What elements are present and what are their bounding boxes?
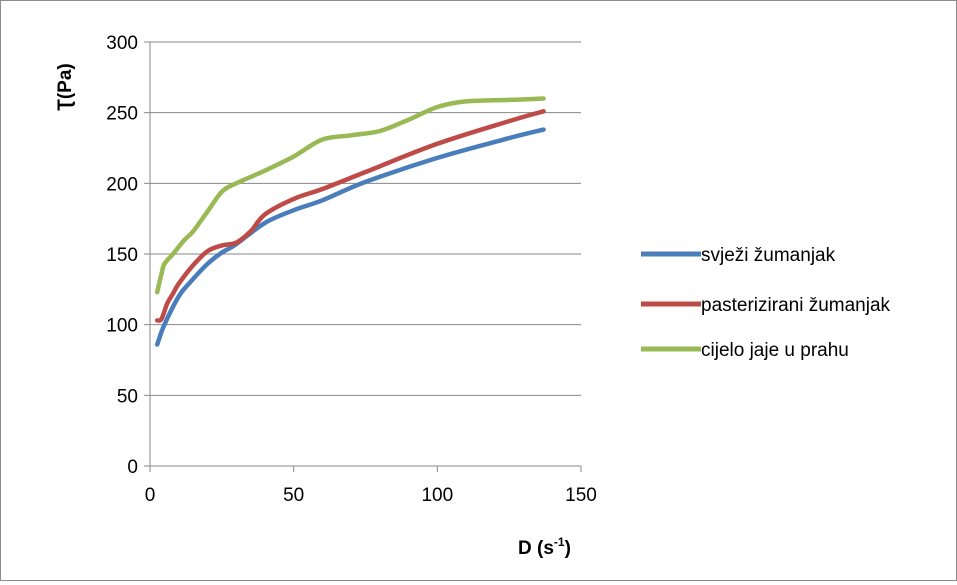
x-axis-title-main: D (s [518,538,554,559]
x-tick-label: 0 [145,485,156,506]
series-lines [154,96,546,347]
y-tick-label: 250 [106,104,138,125]
gridlines [150,41,581,396]
axes: 0 50 100 150 200 250 300 0 50 100 150 [106,33,597,506]
legend-label-1: svježi žumanjak [701,245,836,266]
y-tick-label: 100 [106,316,138,337]
series-line-1 [154,127,546,347]
x-tick-label: 150 [565,485,597,506]
y-tick-label: 0 [127,457,138,478]
series-line-2 [154,109,546,323]
legend-label-3: cijelo jaje u prahu [701,340,849,361]
y-tick-label: 50 [117,386,138,407]
y-tick-label: 150 [106,245,138,266]
x-axis-title-superscript: -1 [554,535,565,549]
legend-label-2: pasterizirani žumanjak [701,295,891,316]
series-line-3 [154,96,546,295]
y-tick-label: 200 [106,174,138,195]
y-axis-title: Ʈ(Pa) [55,63,76,111]
legend: svježi žumanjak pasterizirani žumanjak cij… [641,245,891,361]
x-tick-label: 100 [421,485,453,506]
y-tick-label: 300 [106,33,138,54]
x-axis-title: D (s-1) [518,535,571,559]
x-axis-title-suffix: ) [565,538,571,559]
x-tick-label: 50 [283,485,304,506]
